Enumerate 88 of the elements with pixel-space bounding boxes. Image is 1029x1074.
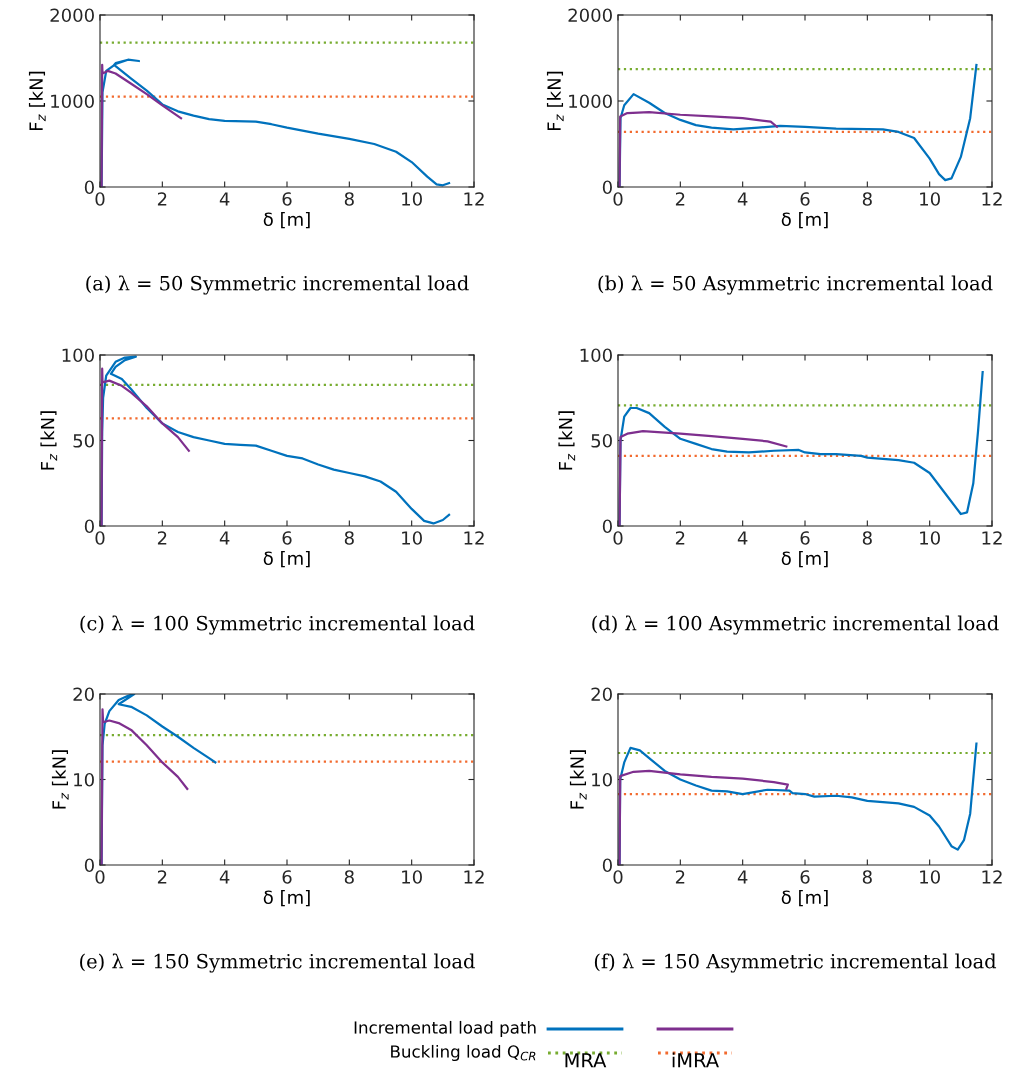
y-tick-label: 50 xyxy=(591,433,612,448)
text: MRA xyxy=(565,1053,607,1068)
line-series xyxy=(618,429,788,526)
x-tick-label: 12 xyxy=(464,192,484,206)
y-tick-label: 10 xyxy=(74,772,94,787)
text: (e) λ = 150 Symmetric incremental load xyxy=(80,953,475,973)
x-tick-label: 4 xyxy=(737,192,748,206)
y-tick-label: 20 xyxy=(73,687,94,702)
x-tick-label: 12 xyxy=(982,192,1002,206)
x-tick-label: 10 xyxy=(920,531,940,545)
x-tick-label: 10 xyxy=(920,870,940,884)
line-series xyxy=(100,708,189,865)
text: (c) λ = 100 Symmetric incremental load xyxy=(80,615,475,635)
x-tick-label: 4 xyxy=(737,531,748,545)
x-tick-label: 10 xyxy=(402,870,422,884)
x-tick-label: 0 xyxy=(95,192,105,206)
x-tick-label: 4 xyxy=(219,531,230,545)
line-series xyxy=(618,769,789,865)
y-tick-label: 0 xyxy=(602,858,612,873)
x-tick-label: 6 xyxy=(282,192,292,206)
y-tick-label: 1000 xyxy=(51,94,94,109)
y-axis-title: F$_{z}$ [kN] xyxy=(558,411,576,470)
line-series xyxy=(100,367,190,526)
text: (b) λ = 50 Asymmetric incremental load xyxy=(598,275,993,295)
x-tick-label: 10 xyxy=(402,531,422,545)
x-axis-title: δ [m] xyxy=(263,551,310,568)
x-tick-label: 6 xyxy=(800,531,810,545)
y-tick-label: 50 xyxy=(73,433,94,448)
x-axis-title: δ [m] xyxy=(263,890,310,907)
x-tick-label: 12 xyxy=(464,531,484,545)
line-series xyxy=(618,111,779,187)
x-tick-label: 8 xyxy=(344,870,354,884)
x-tick-label: 6 xyxy=(282,870,292,884)
x-axis-title: δ [m] xyxy=(781,212,828,229)
y-tick-label: 2000 xyxy=(50,8,94,23)
x-tick-label: 0 xyxy=(95,531,105,545)
x-tick-label: 10 xyxy=(920,192,940,206)
x-tick-label: 2 xyxy=(675,192,685,206)
x-tick-label: 12 xyxy=(464,870,484,884)
x-tick-label: 2 xyxy=(157,192,167,206)
text: Incremental load path xyxy=(354,1020,536,1038)
text: (f) λ = 150 Asymmetric incremental load xyxy=(594,953,997,973)
x-tick-label: 2 xyxy=(157,531,167,545)
y-axis-title: F$_{z}$ [kN] xyxy=(569,750,587,809)
y-tick-label: 1000 xyxy=(569,94,612,109)
x-tick-label: 4 xyxy=(219,192,230,206)
y-tick-label: 100 xyxy=(62,348,94,363)
y-axis-title: F$_{z}$ [kN] xyxy=(28,71,46,131)
x-tick-label: 12 xyxy=(982,870,1002,884)
text: iMRA xyxy=(672,1052,719,1068)
x-tick-label: 8 xyxy=(862,531,872,545)
x-tick-label: 8 xyxy=(344,192,354,206)
y-axis-title: F$_{z}$ [kN] xyxy=(40,411,58,470)
y-axis-title: F$_{z}$ [kN] xyxy=(51,750,69,809)
y-tick-label: 10 xyxy=(592,772,612,787)
x-tick-label: 0 xyxy=(613,531,623,545)
y-tick-label: 0 xyxy=(84,180,94,195)
x-tick-label: 8 xyxy=(344,531,354,545)
x-tick-label: 10 xyxy=(402,192,422,206)
y-tick-label: 2000 xyxy=(568,8,612,23)
x-tick-label: 2 xyxy=(157,870,167,884)
x-tick-label: 0 xyxy=(613,192,623,206)
x-tick-label: 2 xyxy=(675,531,685,545)
x-axis-title: δ [m] xyxy=(263,212,310,229)
x-tick-label: 8 xyxy=(862,870,872,884)
x-tick-label: 8 xyxy=(862,192,872,206)
y-tick-label: 0 xyxy=(84,519,94,534)
x-tick-label: 2 xyxy=(675,870,685,884)
y-tick-label: 20 xyxy=(591,687,612,702)
x-axis-title: δ [m] xyxy=(781,890,828,907)
y-tick-label: 100 xyxy=(580,348,612,363)
x-tick-label: 0 xyxy=(613,870,623,884)
y-tick-label: 0 xyxy=(602,519,612,534)
text: Buckling load Q$_{CR}$ xyxy=(391,1044,536,1062)
x-tick-label: 6 xyxy=(800,870,810,884)
x-tick-label: 6 xyxy=(800,192,810,206)
x-tick-label: 4 xyxy=(737,870,748,884)
x-tick-label: 6 xyxy=(282,531,292,545)
line-series xyxy=(100,63,183,187)
text: (d) λ = 100 Asymmetric incremental load xyxy=(592,615,999,635)
x-tick-label: 0 xyxy=(95,870,105,884)
y-tick-label: 0 xyxy=(84,858,94,873)
text: (a) λ = 50 Symmetric incremental load xyxy=(86,275,469,295)
y-axis-title: F$_{z}$ [kN] xyxy=(546,71,564,131)
x-tick-label: 4 xyxy=(219,870,230,884)
y-tick-label: 0 xyxy=(602,180,612,195)
x-axis-title: δ [m] xyxy=(781,551,828,568)
x-tick-label: 12 xyxy=(982,531,1002,545)
